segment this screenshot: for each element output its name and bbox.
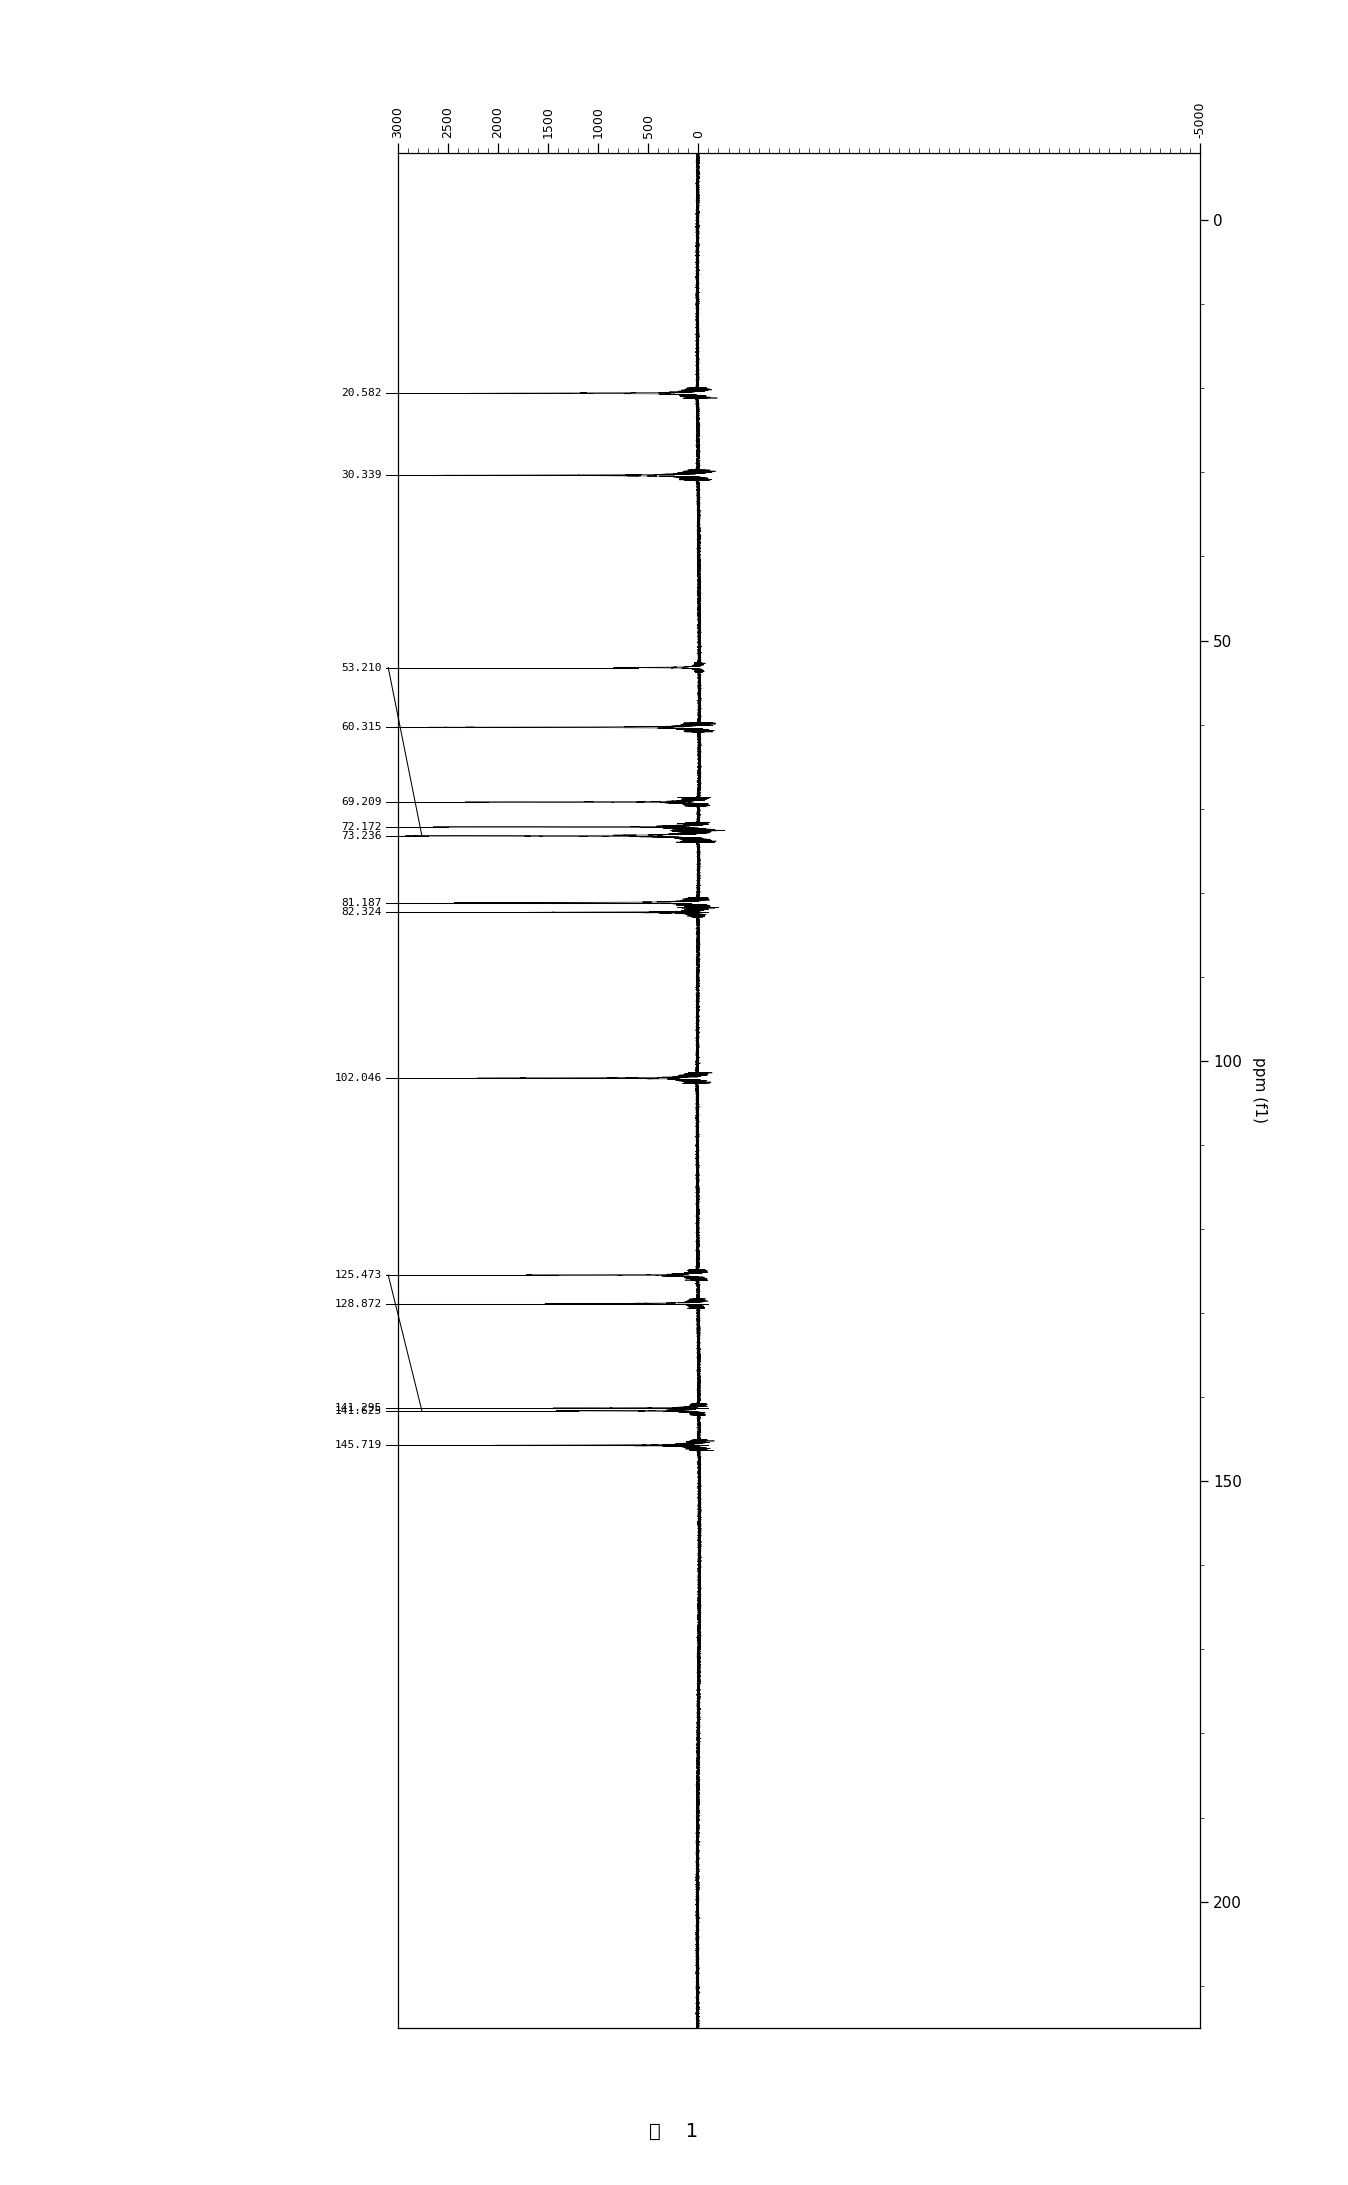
Y-axis label: ppm (f1): ppm (f1) — [1252, 1058, 1267, 1123]
Text: 125.473: 125.473 — [334, 1269, 381, 1280]
Text: 145.719: 145.719 — [334, 1440, 381, 1451]
Text: 141.625: 141.625 — [334, 1405, 381, 1416]
Text: 69.209: 69.209 — [341, 798, 381, 806]
Text: 141.295: 141.295 — [334, 1403, 381, 1414]
Text: 128.872: 128.872 — [334, 1298, 381, 1309]
Text: 102.046: 102.046 — [334, 1073, 381, 1084]
Text: 72.172: 72.172 — [341, 822, 381, 832]
Text: 73.236: 73.236 — [341, 830, 381, 841]
Text: 图    1: 图 1 — [650, 2122, 698, 2141]
Text: 81.187: 81.187 — [341, 898, 381, 907]
Text: 53.210: 53.210 — [341, 662, 381, 673]
Text: 82.324: 82.324 — [341, 907, 381, 918]
Text: 20.582: 20.582 — [341, 389, 381, 398]
Text: 30.339: 30.339 — [341, 470, 381, 481]
Text: 60.315: 60.315 — [341, 723, 381, 732]
